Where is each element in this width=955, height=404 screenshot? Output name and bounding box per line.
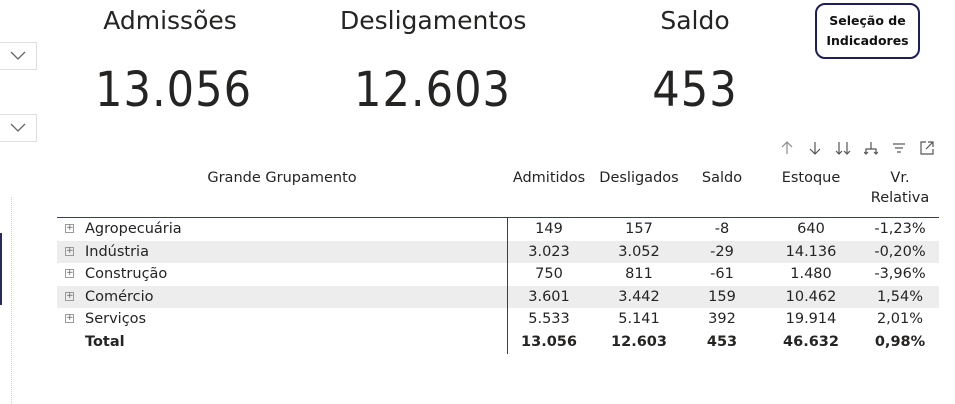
table-row: + Comércio 3.601 3.442 159 10.462 1,54% (57, 285, 939, 309)
matrix-table: Grande Grupamento Admitidos Desligados S… (57, 160, 939, 354)
column-header-admitidos[interactable]: Admitidos (512, 170, 586, 186)
chevron-down-icon (10, 51, 26, 60)
cell-admitidos: 3.601 (528, 288, 570, 305)
cell-saldo: 159 (708, 288, 736, 305)
cell-vr-relativa: -0,20% (874, 243, 926, 260)
column-divider (507, 218, 508, 354)
cell-admitidos: 13.056 (521, 333, 577, 350)
kpi-saldo: Saldo 453 (625, 6, 765, 126)
cell-admitidos: 149 (535, 221, 563, 237)
expand-row-icon[interactable]: + (65, 245, 74, 256)
table-total-row: Total 13.056 12.603 453 46.632 0,98% (57, 331, 939, 354)
column-header-desligados[interactable]: Desligados (599, 170, 679, 186)
expand-row-icon[interactable]: + (65, 313, 74, 324)
cell-estoque: 46.632 (783, 333, 839, 350)
cell-estoque: 19.914 (785, 311, 837, 328)
slicer-dropdown-2[interactable] (0, 114, 37, 142)
cell-saldo: -8 (714, 221, 730, 237)
row-label: Comércio (85, 288, 154, 305)
table-row: + Serviços 5.533 5.141 392 19.914 2,01% (57, 308, 939, 331)
row-label: Indústria (85, 243, 149, 260)
column-header-estoque[interactable]: Estoque (781, 170, 841, 186)
column-header-saldo[interactable]: Saldo (701, 170, 743, 186)
chevron-down-icon (10, 123, 26, 132)
kpi-title: Desligamentos (340, 6, 527, 35)
cell-desligados: 3.442 (618, 288, 660, 305)
visual-border (11, 197, 12, 404)
table-row: + Agropecuária 149 157 -8 640 -1,23% (57, 218, 939, 241)
cell-saldo: -29 (710, 243, 734, 260)
cell-desligados: 811 (625, 266, 653, 283)
arrow-down-icon[interactable] (806, 139, 824, 157)
cell-saldo: 453 (706, 333, 738, 350)
kpi-value: 13.056 (95, 62, 253, 118)
visual-header-toolbar (778, 139, 946, 157)
cell-vr-relativa: 2,01% (876, 311, 924, 328)
row-label: Total (85, 333, 125, 350)
arrow-up-icon[interactable] (778, 139, 796, 157)
cell-desligados: 12.603 (611, 333, 667, 350)
filter-icon[interactable] (890, 139, 908, 157)
row-label: Agropecuária (85, 221, 182, 237)
cell-vr-relativa: 1,54% (876, 288, 924, 305)
cell-desligados: 5.141 (618, 311, 660, 328)
column-header-vr-relativa[interactable]: Vr. Relativa (870, 170, 930, 206)
table-row: + Construção 750 811 -61 1.480 -3,96% (57, 263, 939, 286)
table-header: Grande Grupamento Admitidos Desligados S… (57, 160, 939, 218)
cell-vr-relativa: -1,23% (874, 221, 926, 237)
cell-estoque: 1.480 (790, 266, 832, 283)
cell-admitidos: 3.023 (528, 243, 570, 260)
column-header-grande-grupamento[interactable]: Grande Grupamento (207, 170, 357, 186)
kpi-title: Saldo (660, 6, 730, 35)
scrollbar-thumb[interactable] (0, 233, 2, 305)
expand-row-icon[interactable]: + (65, 290, 74, 301)
cell-estoque: 10.462 (785, 288, 837, 305)
kpi-admissoes: Admissões 13.056 (95, 6, 253, 126)
double-arrow-down-icon[interactable] (834, 139, 852, 157)
kpi-value: 12.603 (353, 62, 512, 118)
kpi-title: Admissões (103, 6, 237, 35)
expand-row-icon[interactable]: + (65, 223, 74, 233)
cell-saldo: -61 (710, 266, 734, 283)
cell-estoque: 640 (797, 221, 825, 237)
cell-vr-relativa: -3,96% (874, 266, 926, 283)
selecao-indicadores-button[interactable]: Seleção de Indicadores (815, 3, 920, 59)
cell-admitidos: 5.533 (528, 311, 570, 328)
row-label: Construção (85, 266, 168, 283)
focus-mode-icon[interactable] (918, 139, 936, 157)
cell-vr-relativa: 0,98% (874, 333, 926, 350)
expand-row-icon[interactable]: + (65, 268, 74, 279)
row-label: Serviços (85, 311, 147, 328)
table-row: + Indústria 3.023 3.052 -29 14.136 -0,20… (57, 240, 939, 264)
cell-estoque: 14.136 (785, 243, 837, 260)
cell-admitidos: 750 (535, 266, 563, 283)
cell-desligados: 157 (625, 221, 653, 237)
cell-desligados: 3.052 (618, 243, 660, 260)
slicer-dropdown-1[interactable] (0, 42, 37, 70)
kpi-value: 453 (652, 62, 738, 118)
expand-hierarchy-icon[interactable] (862, 139, 880, 157)
kpi-desligamentos: Desligamentos 12.603 (340, 6, 527, 126)
cell-saldo: 392 (708, 311, 736, 328)
